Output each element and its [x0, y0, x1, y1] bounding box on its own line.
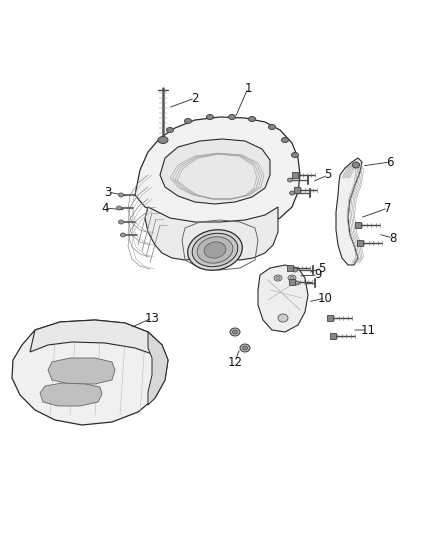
- Polygon shape: [12, 320, 168, 425]
- Ellipse shape: [294, 281, 300, 285]
- Ellipse shape: [117, 206, 121, 210]
- Ellipse shape: [293, 268, 297, 272]
- Text: 2: 2: [191, 92, 199, 104]
- Ellipse shape: [290, 277, 294, 279]
- Ellipse shape: [119, 220, 124, 224]
- Ellipse shape: [278, 314, 288, 322]
- Ellipse shape: [233, 330, 237, 334]
- Polygon shape: [258, 265, 308, 332]
- Ellipse shape: [287, 178, 293, 182]
- Ellipse shape: [188, 230, 242, 270]
- Ellipse shape: [282, 138, 289, 142]
- Ellipse shape: [192, 233, 238, 266]
- Text: 6: 6: [386, 156, 394, 168]
- Polygon shape: [145, 207, 278, 260]
- Polygon shape: [357, 240, 363, 246]
- Ellipse shape: [248, 117, 255, 122]
- Ellipse shape: [206, 115, 213, 119]
- Text: 1: 1: [244, 82, 252, 94]
- Polygon shape: [30, 320, 162, 355]
- Polygon shape: [327, 315, 333, 321]
- Ellipse shape: [292, 152, 299, 157]
- Text: 9: 9: [314, 269, 322, 281]
- Text: 5: 5: [324, 168, 332, 182]
- Text: 7: 7: [384, 201, 392, 214]
- Ellipse shape: [119, 193, 124, 197]
- Ellipse shape: [243, 346, 247, 350]
- Polygon shape: [48, 358, 115, 384]
- Text: 8: 8: [389, 231, 397, 245]
- Polygon shape: [40, 383, 102, 406]
- Ellipse shape: [120, 233, 126, 237]
- Text: 10: 10: [318, 292, 332, 304]
- Ellipse shape: [290, 191, 294, 195]
- Polygon shape: [135, 117, 300, 229]
- Polygon shape: [160, 139, 270, 204]
- Polygon shape: [355, 222, 361, 228]
- Ellipse shape: [229, 115, 236, 119]
- Text: 5: 5: [318, 262, 326, 274]
- Polygon shape: [292, 172, 298, 178]
- Ellipse shape: [158, 136, 168, 143]
- Polygon shape: [148, 332, 168, 405]
- Text: 11: 11: [360, 324, 375, 336]
- Ellipse shape: [197, 237, 233, 263]
- Ellipse shape: [268, 125, 276, 130]
- Ellipse shape: [353, 162, 360, 168]
- Ellipse shape: [288, 275, 296, 281]
- Text: 4: 4: [101, 201, 109, 214]
- Text: 12: 12: [227, 356, 243, 368]
- Polygon shape: [330, 333, 336, 339]
- Polygon shape: [289, 279, 295, 285]
- Ellipse shape: [166, 127, 173, 133]
- Ellipse shape: [276, 277, 280, 279]
- Polygon shape: [287, 265, 293, 271]
- Ellipse shape: [184, 118, 191, 124]
- Ellipse shape: [274, 275, 282, 281]
- Polygon shape: [294, 187, 300, 193]
- Ellipse shape: [230, 328, 240, 336]
- Ellipse shape: [204, 242, 226, 258]
- Text: 13: 13: [145, 311, 159, 325]
- Text: 3: 3: [104, 185, 112, 198]
- Polygon shape: [336, 158, 362, 265]
- Ellipse shape: [240, 344, 250, 352]
